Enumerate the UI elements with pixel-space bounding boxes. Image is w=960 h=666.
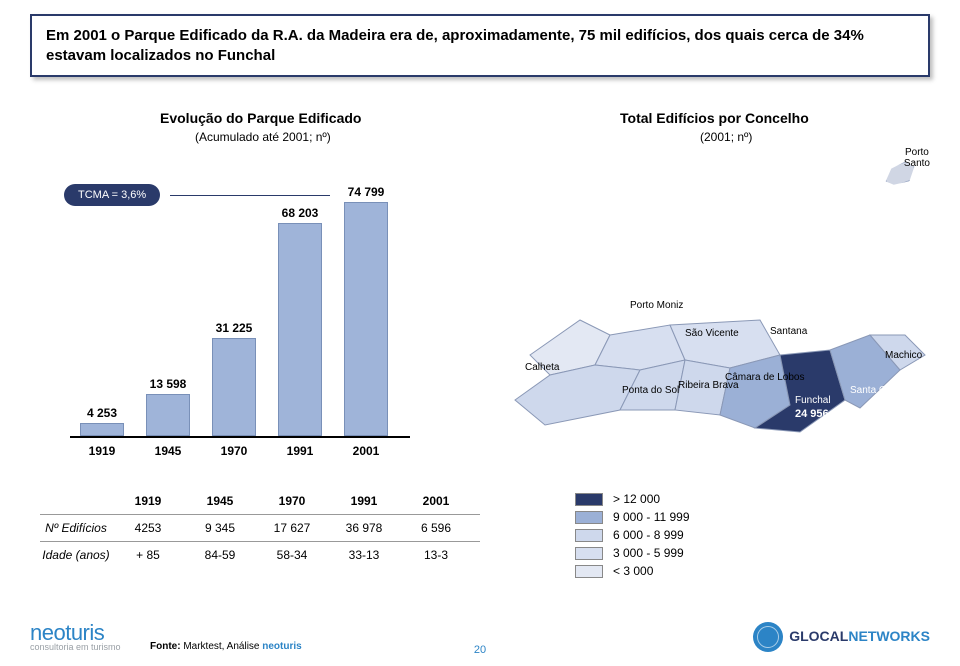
table-sep	[40, 514, 480, 515]
bar-xlabel: 1970	[212, 444, 256, 458]
row-hdr: Nº Edifícios	[40, 522, 112, 535]
legend-swatch	[575, 565, 603, 578]
evo-subtitle: (Acumulado até 2001; nº)	[195, 130, 331, 144]
logo-glocal-a: GLOCAL	[789, 628, 848, 644]
source-line: Fonte: Marktest, Análise neoturis	[150, 641, 302, 652]
logo-neoturis-tag: consultoria em turismo	[30, 642, 121, 652]
table-sep	[40, 541, 480, 542]
map-label-funchal: Funchal	[795, 395, 831, 406]
evo-title: Evolução do Parque Edificado	[160, 110, 361, 126]
legend-row: < 3 000	[575, 562, 690, 580]
legend-row: 6 000 - 8 999	[575, 526, 690, 544]
col-year: 1919	[112, 494, 184, 508]
bar-xlabel: 1945	[146, 444, 190, 458]
bar-label: 74 799	[341, 185, 391, 199]
title-box: Em 2001 o Parque Edificado da R.A. da Ma…	[30, 14, 930, 77]
legend-swatch	[575, 547, 603, 560]
bar: 74 799	[344, 202, 388, 436]
map-label: Santa Cruz	[850, 385, 900, 396]
legend-label: > 12 000	[613, 492, 660, 506]
conc-subtitle: (2001; nº)	[700, 130, 752, 144]
porto-santo-label: PortoSanto	[904, 148, 930, 169]
cell: 58-34	[256, 548, 328, 562]
cell: 84-59	[184, 548, 256, 562]
legend-label: 3 000 - 5 999	[613, 546, 684, 560]
bar: 4 253	[80, 423, 124, 436]
cell: 6 596	[400, 521, 472, 535]
source-brand: neoturis	[262, 641, 301, 652]
title-text: Em 2001 o Parque Edificado da R.A. da Ma…	[46, 27, 864, 64]
map-svg	[500, 300, 930, 450]
map-label: Câmara de Lobos	[725, 372, 805, 383]
map-label: Calheta	[525, 362, 559, 373]
globe-icon	[753, 622, 783, 652]
map-label: Ponta do Sol	[622, 385, 679, 396]
cell: 9 345	[184, 521, 256, 535]
bar-label: 68 203	[275, 206, 325, 220]
logo-glocal-b: NETWORKS	[848, 628, 930, 644]
cell: 13-3	[400, 548, 472, 562]
bar: 68 203	[278, 223, 322, 436]
col-year: 1970	[256, 494, 328, 508]
legend-label: < 3 000	[613, 564, 653, 578]
table-row-header: 1919 1945 1970 1991 2001	[40, 490, 480, 512]
legend-row: 3 000 - 5 999	[575, 544, 690, 562]
logo-glocal: GLOCALNETWORKS	[753, 622, 930, 652]
map-label: São Vicente	[685, 328, 739, 339]
bar-chart: 4 253 1919 13 598 1945 31 225 1970 68 203 1991 7…	[70, 160, 410, 460]
cell: 33-13	[328, 548, 400, 562]
bar: 13 598	[146, 394, 190, 436]
map-funchal-value: 24 956	[795, 408, 829, 420]
legend-swatch	[575, 529, 603, 542]
legend-row: > 12 000	[575, 490, 690, 508]
bar-label: 13 598	[143, 377, 193, 391]
bar-label: 4 253	[77, 406, 127, 420]
conc-title: Total Edifícios por Concelho	[620, 110, 809, 126]
map-label: Machico	[885, 350, 922, 361]
chart-baseline	[70, 436, 410, 438]
cell: 4253	[112, 521, 184, 535]
madeira-map: Porto Moniz São Vicente Santana Calheta …	[500, 300, 930, 450]
legend-label: 6 000 - 8 999	[613, 528, 684, 542]
bar-xlabel: 2001	[344, 444, 388, 458]
source-prefix: Fonte:	[150, 641, 183, 652]
year-table: 1919 1945 1970 1991 2001 Nº Edifícios 42…	[40, 490, 480, 566]
bar-xlabel: 1991	[278, 444, 322, 458]
source-text: Marktest, Análise	[183, 641, 262, 652]
col-year: 2001	[400, 494, 472, 508]
bar: 31 225	[212, 338, 256, 436]
row-hdr: Idade (anos)	[40, 549, 112, 562]
map-legend: > 12 000 9 000 - 11 999 6 000 - 8 999 3 000…	[575, 490, 690, 580]
page-number: 20	[474, 644, 486, 656]
col-year: 1945	[184, 494, 256, 508]
map-label: Porto Moniz	[630, 300, 683, 311]
legend-label: 9 000 - 11 999	[613, 510, 690, 524]
map-label: Santana	[770, 326, 807, 337]
cell: + 85	[112, 548, 184, 562]
col-year: 1991	[328, 494, 400, 508]
table-row: Nº Edifícios 4253 9 345 17 627 36 978 6 …	[40, 517, 480, 539]
cell: 36 978	[328, 521, 400, 535]
bar-xlabel: 1919	[80, 444, 124, 458]
cell: 17 627	[256, 521, 328, 535]
legend-swatch	[575, 511, 603, 524]
bar-label: 31 225	[209, 321, 259, 335]
legend-swatch	[575, 493, 603, 506]
legend-row: 9 000 - 11 999	[575, 508, 690, 526]
logo-glocal-text: GLOCALNETWORKS	[789, 628, 930, 646]
table-row: Idade (anos) + 85 84-59 58-34 33-13 13-3	[40, 544, 480, 566]
logo-neoturis: neoturis consultoria em turismo	[30, 620, 121, 652]
